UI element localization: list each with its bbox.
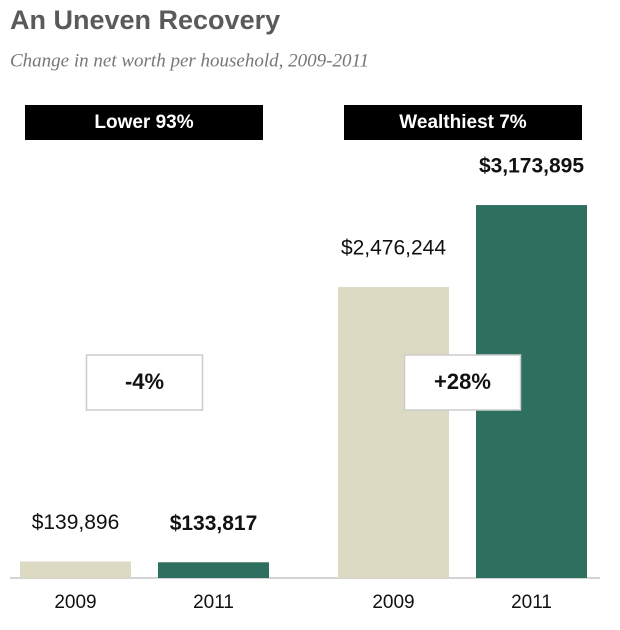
panel-header-bg	[25, 105, 263, 140]
x-tick-label: 2011	[511, 592, 552, 613]
change-box	[85, 354, 204, 411]
chart-title: An Uneven Recovery	[10, 5, 280, 35]
panel-header: Lower 93%	[94, 112, 193, 133]
change-label: -4%	[125, 369, 164, 394]
panel-header: Wealthiest 7%	[399, 112, 527, 133]
value-label: $133,817	[170, 512, 258, 535]
x-tick-label: 2009	[54, 592, 96, 613]
bar	[158, 562, 269, 578]
x-tick-label: 2011	[193, 592, 234, 613]
bar	[338, 287, 449, 578]
bar	[20, 561, 131, 578]
value-label: $139,896	[32, 511, 120, 534]
change-label: +28%	[434, 369, 491, 394]
x-tick-label: 2009	[372, 592, 414, 613]
panel-header-bg	[344, 105, 582, 140]
value-label: $3,173,895	[479, 155, 584, 178]
value-label: $2,476,244	[341, 237, 446, 260]
change-box	[403, 354, 522, 411]
chart-subtitle: Change in net worth per household, 2009-…	[10, 50, 369, 71]
